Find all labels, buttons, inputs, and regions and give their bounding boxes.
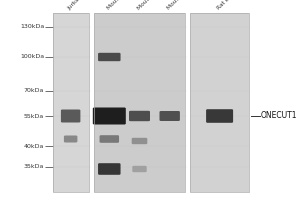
Text: Jurkat: Jurkat [67, 0, 83, 11]
Text: 100kDa: 100kDa [20, 54, 44, 60]
FancyBboxPatch shape [100, 135, 119, 143]
Text: Mouse brain: Mouse brain [106, 0, 135, 11]
Bar [94, 13, 185, 192]
Bar [190, 13, 249, 192]
FancyBboxPatch shape [98, 163, 121, 175]
FancyBboxPatch shape [93, 108, 126, 124]
Text: Mouse spleen: Mouse spleen [136, 0, 168, 11]
Text: 130kDa: 130kDa [20, 24, 44, 29]
FancyBboxPatch shape [61, 110, 80, 122]
Text: 35kDa: 35kDa [24, 164, 44, 170]
Text: Mouse testis: Mouse testis [166, 0, 196, 11]
FancyBboxPatch shape [129, 111, 150, 121]
FancyBboxPatch shape [132, 138, 147, 144]
FancyBboxPatch shape [98, 53, 121, 61]
Bar [52, 13, 89, 192]
Text: 40kDa: 40kDa [24, 144, 44, 148]
Bar [94, 13, 185, 192]
FancyBboxPatch shape [64, 136, 77, 142]
FancyBboxPatch shape [132, 166, 147, 172]
Text: ONECUT1: ONECUT1 [261, 112, 298, 120]
Text: 55kDa: 55kDa [24, 114, 44, 118]
Text: Rat brain: Rat brain [216, 0, 239, 11]
Text: 70kDa: 70kDa [24, 88, 44, 93]
FancyBboxPatch shape [160, 111, 180, 121]
FancyBboxPatch shape [206, 109, 233, 123]
Bar [190, 13, 249, 192]
Bar [52, 13, 89, 192]
